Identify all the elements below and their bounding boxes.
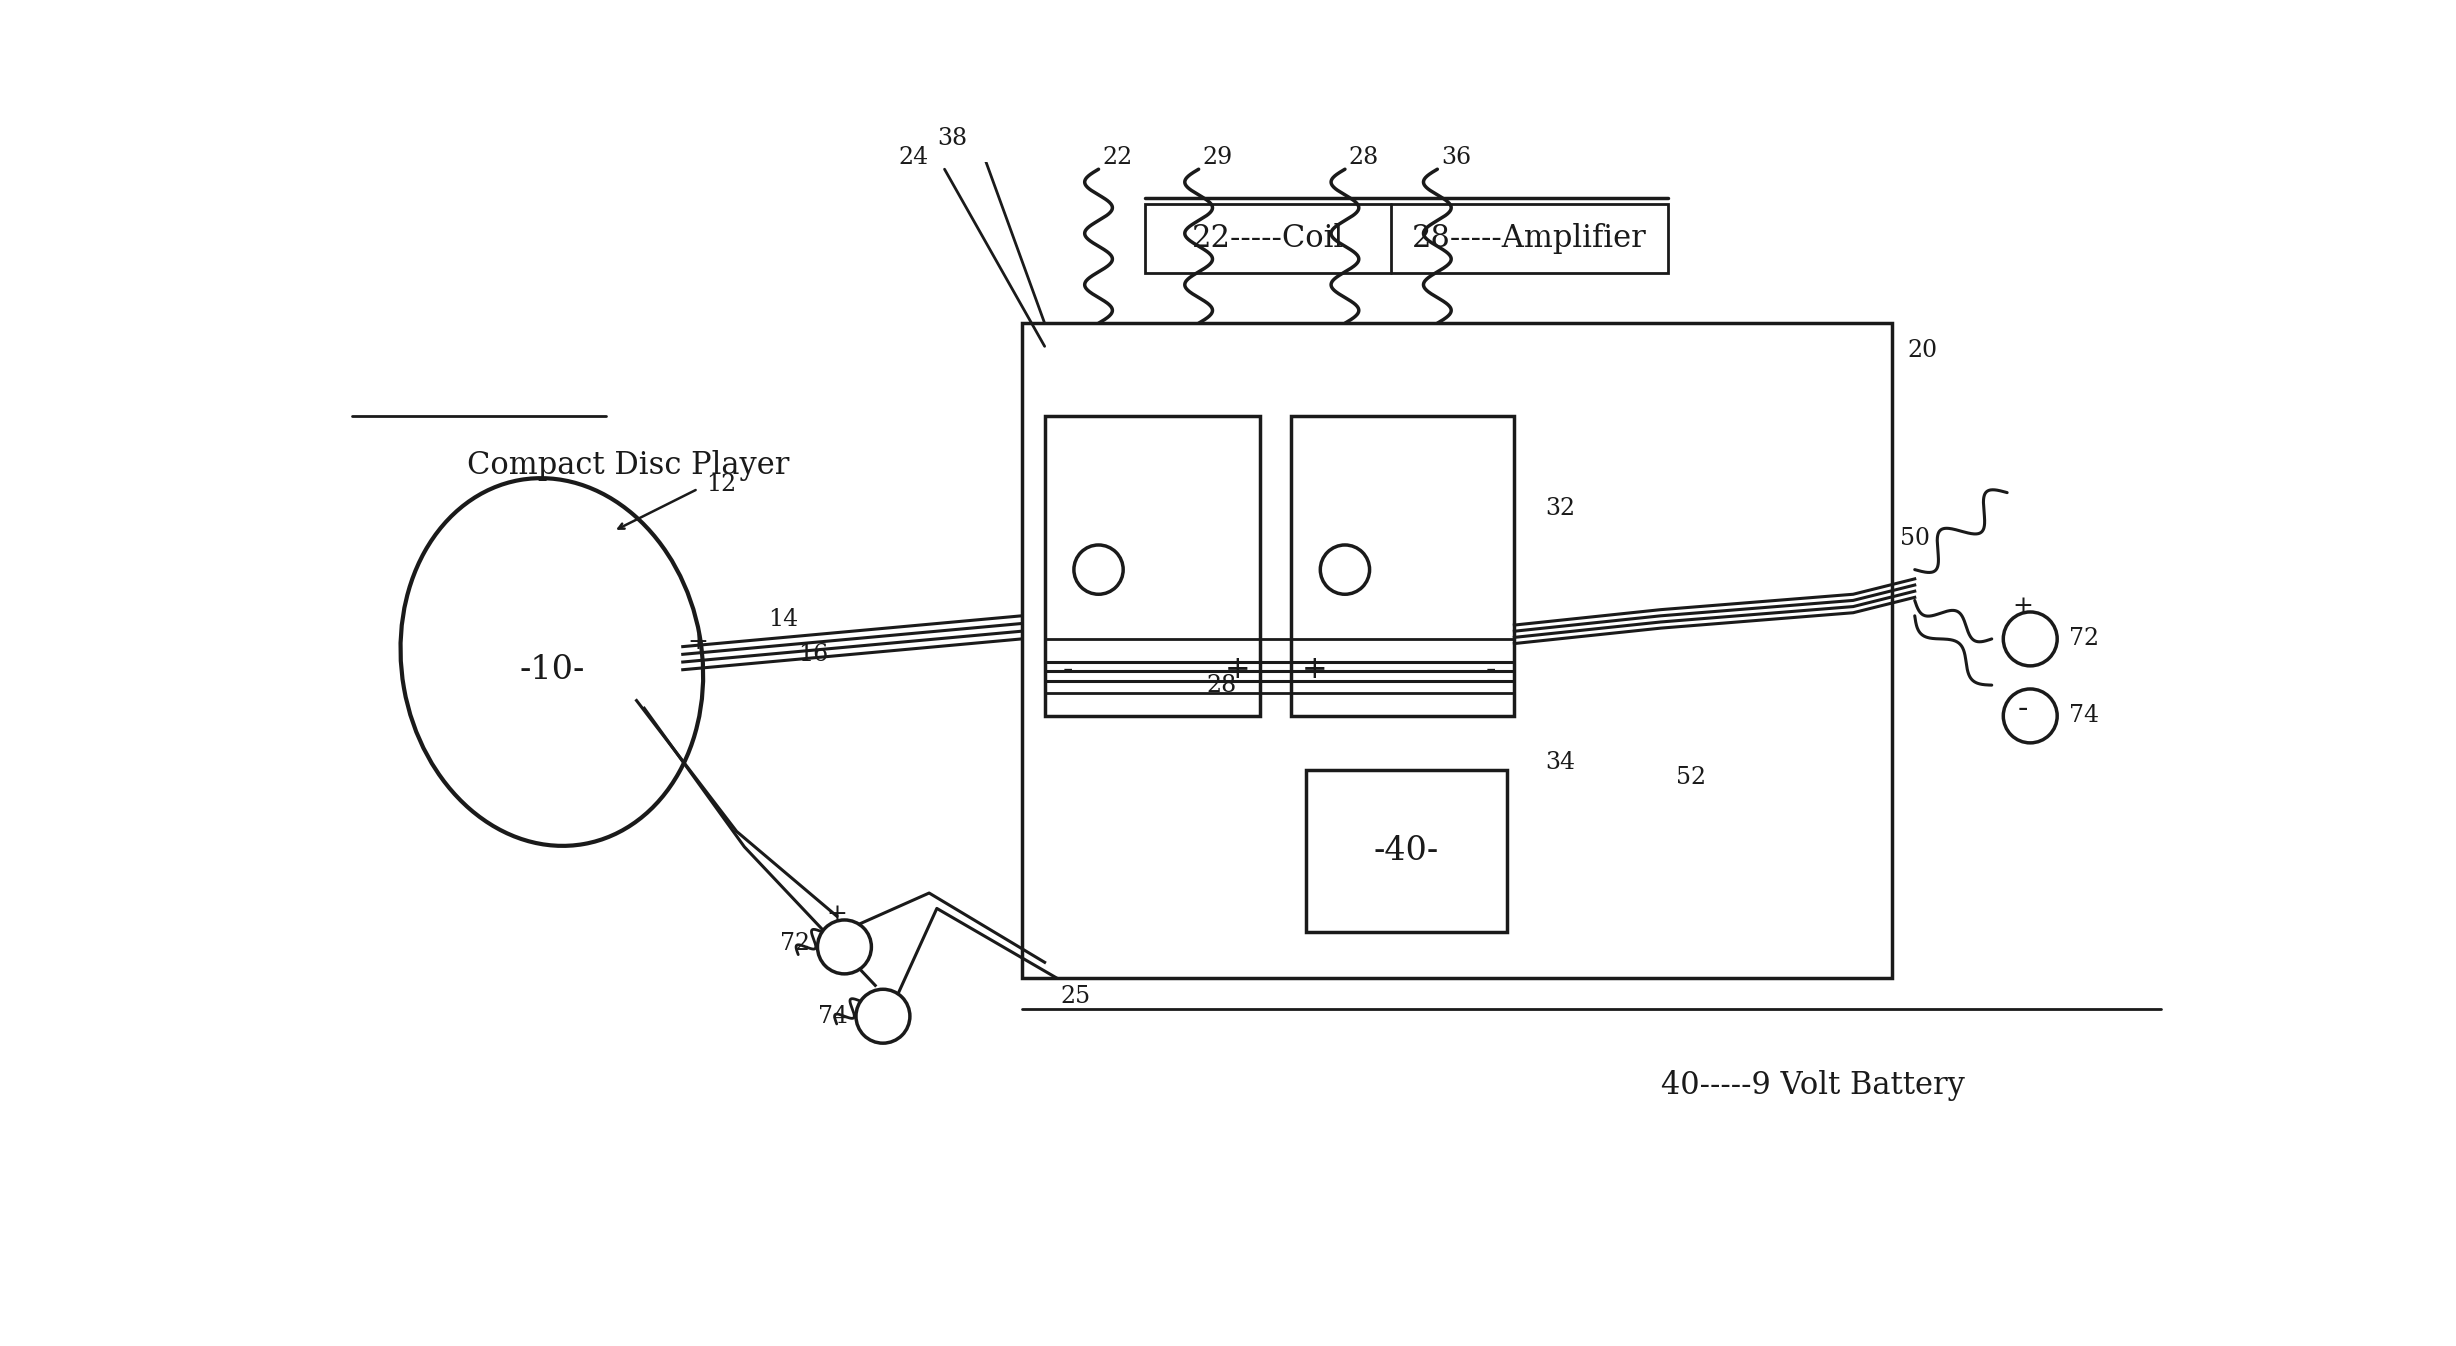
Text: 22-----Coil: 22-----Coil: [1191, 223, 1343, 254]
Text: +: +: [1226, 654, 1250, 685]
Bar: [1022, 323, 1891, 977]
Text: 34: 34: [1545, 751, 1574, 774]
Circle shape: [1073, 545, 1122, 595]
Text: +: +: [688, 631, 710, 654]
Circle shape: [1321, 545, 1370, 595]
Bar: [1044, 416, 1260, 716]
Text: -: -: [1486, 654, 1496, 685]
Text: 25: 25: [1061, 985, 1090, 1008]
Bar: [1307, 770, 1506, 931]
Text: 22: 22: [1103, 147, 1132, 170]
Bar: [1044, 639, 1515, 693]
Text: 20: 20: [1906, 339, 1938, 362]
Text: +: +: [2011, 595, 2034, 618]
Text: 74: 74: [818, 1004, 847, 1028]
Text: 72: 72: [2068, 627, 2100, 650]
Text: 29: 29: [1203, 147, 1233, 170]
Text: -10-: -10-: [518, 654, 585, 685]
Text: +: +: [1302, 654, 1326, 685]
Text: 32: 32: [1545, 497, 1574, 520]
Text: 36: 36: [1442, 147, 1471, 170]
Text: 12: 12: [705, 474, 737, 497]
Circle shape: [818, 919, 872, 975]
Text: 28: 28: [1348, 147, 1378, 170]
Text: 24: 24: [899, 147, 928, 170]
Text: 14: 14: [769, 608, 798, 631]
Circle shape: [2004, 612, 2058, 666]
Bar: [1292, 416, 1515, 716]
Text: 72: 72: [779, 931, 810, 954]
Text: 16: 16: [798, 643, 828, 666]
Text: -40-: -40-: [1373, 835, 1439, 867]
Circle shape: [857, 989, 909, 1043]
Text: 28: 28: [1206, 673, 1238, 697]
Text: +: +: [825, 903, 847, 926]
Text: 40-----9 Volt Battery: 40-----9 Volt Battery: [1660, 1070, 1965, 1101]
Text: 28-----Amplifier: 28-----Amplifier: [1412, 223, 1648, 254]
Text: 52: 52: [1677, 766, 1707, 789]
Text: -: -: [1063, 654, 1073, 685]
Bar: [1144, 203, 1668, 273]
Text: 50: 50: [1901, 528, 1930, 551]
Text: 38: 38: [938, 127, 968, 149]
Text: -: -: [2016, 693, 2029, 724]
Text: 74: 74: [2068, 704, 2100, 727]
Ellipse shape: [400, 478, 702, 845]
Circle shape: [2004, 689, 2058, 743]
Text: Compact Disc Player: Compact Disc Player: [467, 451, 788, 482]
